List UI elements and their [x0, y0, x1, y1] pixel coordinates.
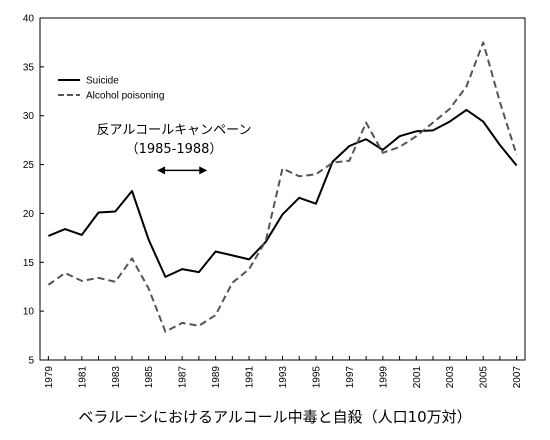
x-tick-label: 1995 [311, 366, 322, 389]
x-axis: 1979 1981 1983 1985 1987 1989 1991 1993 1995 1997… [44, 356, 523, 388]
x-tick-label: 1987 [178, 366, 189, 389]
plot-frame [39, 17, 526, 361]
legend-label: Alcohol poisoning [86, 91, 164, 102]
x-tick-label: 2005 [479, 366, 490, 389]
campaign-annotation: 反アルコールキャンペーン （1985-1988） [97, 123, 252, 175]
x-tick-label: 1979 [44, 366, 55, 389]
legend-label: Suicide [86, 76, 119, 87]
annotation-period: （1985-1988） [126, 142, 223, 157]
x-tick-label: 1999 [378, 366, 389, 389]
x-tick-label: 1993 [278, 366, 289, 389]
y-axis: 5 10 15 20 25 30 35 40 [23, 14, 44, 367]
chart-caption: ベラルーシにおけるアルコール中毒と自殺（人口10万対） [78, 408, 472, 426]
x-tick-label: 1981 [77, 366, 88, 389]
x-tick-label: 1985 [144, 366, 155, 389]
series-line-suicide [48, 108, 518, 278]
x-tick-label: 1997 [345, 366, 356, 389]
annotation-title: 反アルコールキャンペーン [97, 123, 252, 138]
y-tick-label: 15 [23, 258, 35, 269]
y-tick-label: 5 [28, 356, 34, 367]
y-tick-label: 35 [23, 62, 35, 73]
annotation-arrow-left-head [157, 166, 166, 175]
series-line-alcohol-poisoning [47, 41, 518, 333]
y-tick-label: 25 [23, 160, 35, 171]
x-tick-label: 2001 [412, 366, 423, 389]
series-lines [47, 41, 518, 333]
y-tick-label: 10 [23, 307, 35, 318]
annotation-arrow-right-head [199, 166, 208, 175]
legend: Suicide Alcohol poisoning [58, 76, 164, 102]
y-tick-label: 40 [23, 14, 35, 25]
y-tick-label: 30 [23, 111, 35, 122]
x-tick-label: 2003 [445, 366, 456, 389]
y-tick-label: 20 [23, 209, 35, 220]
line-chart: 5 10 15 20 25 30 35 40 1979 1981 1983 1985 1987 1989… [23, 14, 526, 388]
x-tick-label: 1989 [211, 366, 222, 389]
x-tick-label: 1983 [111, 366, 122, 389]
x-tick-label: 1991 [245, 366, 256, 389]
x-tick-label: 2007 [512, 366, 523, 389]
